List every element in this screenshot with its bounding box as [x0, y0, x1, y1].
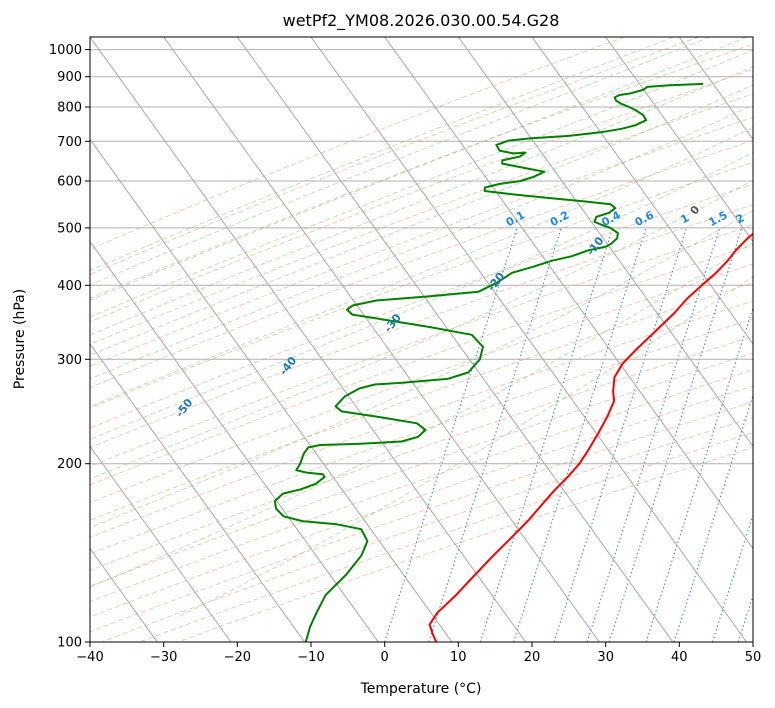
isotherm-line: [384, 37, 753, 550]
mixing-ratio-line: [479, 227, 614, 642]
isotherm-line: [90, 445, 232, 642]
isotherm-gridlines: [90, 37, 753, 642]
y-tick-label: 900: [57, 70, 82, 85]
dry-adiabat-line: [90, 352, 753, 587]
mixing-ratio-line: [586, 227, 721, 642]
isotherm-line: [90, 343, 306, 642]
moist-adiabat-line: [177, 276, 753, 618]
chart-title: wetPf2_YM08.2026.030.00.54.G28: [283, 11, 560, 31]
mixing-ratio-line: [428, 227, 562, 642]
y-tick-label: 700: [57, 135, 82, 150]
sounding-series: [273, 82, 753, 642]
temperature-profile-line: [428, 232, 753, 642]
moist-adiabat-line: [90, 210, 753, 529]
mixing-ratio-line: [645, 306, 753, 642]
y-tick-label: 300: [57, 353, 82, 368]
dry-adiabat-line: [90, 43, 753, 300]
mixing-ratio-lines: [384, 227, 753, 642]
mixing-ratio-line: [384, 227, 518, 642]
x-tick-label: 20: [524, 650, 541, 665]
y-tick-label: 600: [57, 175, 82, 190]
x-tick-label: 0: [381, 650, 389, 665]
x-axis-label: Temperature (°C): [360, 681, 482, 697]
dry-adiabat-line: [90, 37, 625, 250]
isotherm-line: [678, 37, 753, 141]
y-tick-label: 500: [57, 221, 82, 236]
x-tick-label: 40: [671, 650, 688, 665]
moist-adiabat-line: [90, 66, 753, 336]
y-axis-label: Pressure (hPa): [12, 289, 28, 389]
mixing-ratio-line: [513, 227, 647, 642]
x-tick-label: −30: [150, 650, 177, 665]
dry-adiabat-line: [90, 385, 753, 618]
dry-adiabat-line: [90, 37, 700, 275]
y-tick-label: 400: [57, 279, 82, 294]
x-tick-label: −10: [297, 650, 324, 665]
dry-adiabat-line: [90, 282, 753, 521]
moist-adiabat-line: [90, 126, 753, 407]
y-tick-label: 1000: [49, 43, 82, 58]
isotherm-line: [236, 37, 674, 642]
isotherm-line: [90, 37, 527, 642]
dry-adiabat-line: [90, 204, 753, 449]
isotherm-line: [90, 240, 379, 642]
dewpoint-profile-line: [273, 82, 704, 642]
y-tick-label: 800: [57, 101, 82, 116]
y-tick-label: 200: [57, 457, 82, 472]
isotherm-line: [310, 37, 748, 642]
mixing-ratio-line: [553, 227, 687, 642]
dry-adiabat-line: [90, 161, 753, 409]
dry-adiabat-line: [90, 335, 753, 571]
dry-adiabat-line: [90, 300, 753, 538]
isotherm-line: [163, 37, 600, 642]
moist-adiabat-line: [90, 84, 753, 356]
y-tick-label: 100: [57, 636, 82, 651]
isotherm-line: [605, 37, 753, 243]
moist-adiabats: [90, 37, 753, 618]
mixing-ratio-line: [711, 513, 753, 642]
mixing-ratio-line: [608, 227, 743, 642]
isobar-gridlines: [90, 49, 753, 642]
x-tick-label: 10: [450, 650, 467, 665]
moist-adiabat-line: [90, 179, 753, 480]
dry-adiabat-line: [90, 224, 753, 467]
mixing-ratio-line: [673, 393, 753, 642]
isotherm-line: [90, 138, 453, 642]
isotherm-line: [531, 37, 753, 345]
dry-adiabat-line: [90, 318, 753, 555]
dry-adiabat-line: [90, 244, 753, 486]
x-tick-label: 50: [745, 650, 762, 665]
dry-adiabats: [90, 37, 753, 642]
moist-adiabat-line: [90, 152, 753, 440]
x-tick-label: −40: [76, 650, 103, 665]
x-axis: −40 −30 −20 −10 0 10 20 30 40 50: [76, 642, 761, 665]
moist-adiabat-line: [90, 104, 753, 380]
y-axis: 1000 900 800 700 600 500 400 300 200 100: [49, 43, 90, 651]
plot-area: 403020100-10-20-30-40-50-60-70-80-90-100…: [90, 37, 753, 642]
dry-adiabat-line: [90, 93, 753, 345]
dry-adiabat-line: [90, 263, 753, 504]
plot-frame: [89, 36, 754, 643]
dry-adiabat-line: [90, 183, 753, 429]
moist-adiabat-line: [90, 49, 753, 318]
moist-adiabat-line: [90, 242, 753, 588]
x-tick-label: −20: [224, 650, 251, 665]
x-tick-label: 30: [597, 650, 614, 665]
dry-adiabat-line: [90, 68, 753, 323]
moist-adiabat-line: [90, 37, 710, 286]
moist-adiabat-line: [90, 37, 674, 271]
dry-adiabat-line: [90, 116, 753, 367]
